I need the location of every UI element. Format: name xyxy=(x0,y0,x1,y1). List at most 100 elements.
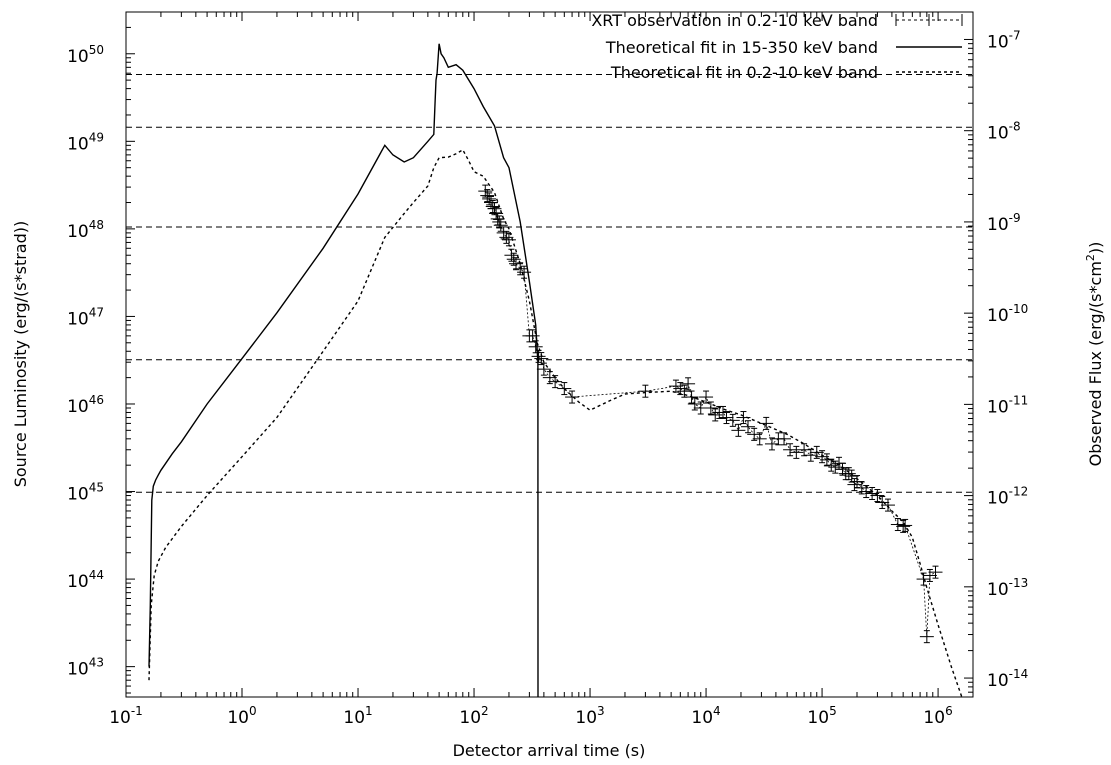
xrt-data-point xyxy=(919,630,934,644)
y-right-tick-label: 10-13 xyxy=(987,576,1028,600)
y-left-tick-label-mantissa: 10 xyxy=(67,309,89,329)
x-tick-label-exponent: 3 xyxy=(597,704,605,718)
xrt-data-point xyxy=(548,375,563,389)
x-tick-label: 103 xyxy=(575,704,604,728)
y-left-tick-label: 1044 xyxy=(67,568,104,592)
y-right-tick-label-mantissa: 10 xyxy=(987,306,1009,326)
xrt-data-point xyxy=(708,408,723,422)
xrt-data-point xyxy=(844,469,859,483)
y-left-tick-label-mantissa: 10 xyxy=(67,572,89,592)
xrt-data-point xyxy=(501,233,516,247)
xrt-data-point xyxy=(870,489,885,503)
y-right-axis-title-base: Observed Flux (erg/(s*cm xyxy=(1086,261,1105,466)
xrt-data-point xyxy=(880,498,895,512)
x-tick-label-exponent: 1 xyxy=(365,704,373,718)
x-tick-label: 10-1 xyxy=(109,704,143,728)
y-left-tick-label-exponent: 44 xyxy=(89,568,104,582)
y-left-tick-label-exponent: 50 xyxy=(89,43,104,57)
xrt-data-point xyxy=(835,462,850,476)
xrt-data-point xyxy=(928,565,943,579)
xrt-data-point xyxy=(719,411,734,425)
legend-label-2: Theoretical fit in 0.2-10 keV band xyxy=(610,63,878,82)
y-left-axis-title: Source Luminosity (erg/(s*strad)) xyxy=(11,221,30,488)
y-left-tick-label-mantissa: 10 xyxy=(67,660,89,680)
y-left-tick-label-exponent: 43 xyxy=(89,656,104,670)
x-tick-label-mantissa: 10 xyxy=(575,708,597,728)
xrt-data-point xyxy=(764,437,779,451)
y-left-tick-label: 1046 xyxy=(67,393,104,417)
y-left-tick-label: 1045 xyxy=(67,481,104,505)
x-tick-label: 106 xyxy=(923,704,952,728)
fit-15-350-kev-line xyxy=(148,43,539,698)
xrt-data-point xyxy=(916,572,931,586)
xrt-data-point xyxy=(759,416,774,430)
y-left-tick-label-exponent: 45 xyxy=(89,481,104,495)
x-tick-label-exponent: -1 xyxy=(131,704,143,718)
y-right-tick-label-mantissa: 10 xyxy=(987,124,1009,144)
y-right-tick-label: 10-14 xyxy=(987,667,1028,691)
xrt-data-point xyxy=(783,443,798,457)
fit-0.2-10-kev-line xyxy=(148,148,963,698)
y-right-axis-title-sup: 2 xyxy=(1084,254,1097,261)
y-right-tick-label-exponent: -14 xyxy=(1009,667,1029,681)
y-left-tick-label-mantissa: 10 xyxy=(67,134,89,154)
y-right-tick-label-exponent: -9 xyxy=(1009,211,1021,225)
xrt-data-point xyxy=(898,518,913,532)
y-right-tick-label-mantissa: 10 xyxy=(987,32,1009,52)
xrt-data-point xyxy=(534,352,549,366)
xrt-data-point xyxy=(865,486,880,500)
y-right-tick-label: 10-10 xyxy=(987,302,1028,326)
xrt-data-point xyxy=(797,443,812,457)
y-right-axis-title: Observed Flux (erg/(s*cm2)) xyxy=(1084,242,1105,467)
xrt-data-point xyxy=(517,265,532,279)
y-right-axis-title-end: )) xyxy=(1086,242,1105,254)
x-tick-label-mantissa: 10 xyxy=(691,708,713,728)
xrt-data-point xyxy=(716,405,731,419)
y-left-tick-label-exponent: 46 xyxy=(89,393,104,407)
x-tick-label-mantissa: 10 xyxy=(923,708,945,728)
y-right-tick-label-mantissa: 10 xyxy=(987,489,1009,509)
xrt-data-point xyxy=(492,215,507,229)
xrt-data-point xyxy=(489,206,504,220)
errorbar-layer xyxy=(478,184,943,644)
x-tick-label: 104 xyxy=(691,704,720,728)
y-right-tick-label-exponent: -13 xyxy=(1009,576,1029,590)
reference-lines xyxy=(126,73,973,493)
y-right-tick-label: 10-7 xyxy=(987,28,1021,52)
y-left-tick-label: 1047 xyxy=(67,305,104,329)
y-right-tick-label: 10-12 xyxy=(987,485,1028,509)
y-left-tick-label-mantissa: 10 xyxy=(67,397,89,417)
x-tick-label-exponent: 2 xyxy=(481,704,489,718)
x-tick-label-exponent: 5 xyxy=(829,704,837,718)
y-right-tick-label: 10-8 xyxy=(987,120,1021,144)
legend-label-1: Theoretical fit in 15-350 keV band xyxy=(605,38,878,57)
y-left-tick-label-mantissa: 10 xyxy=(67,47,89,67)
xrt-data-point xyxy=(536,362,551,376)
tick-marks xyxy=(125,11,974,697)
xrt-data-point xyxy=(668,379,683,393)
y-right-tick-label-mantissa: 10 xyxy=(987,580,1009,600)
xrt-data-point xyxy=(687,397,702,411)
y-left-tick-label: 1043 xyxy=(67,656,104,680)
y-left-tick-label-exponent: 49 xyxy=(89,130,104,144)
xrt-data-point xyxy=(752,432,767,446)
x-tick-label: 102 xyxy=(459,704,488,728)
y-right-tick-label-exponent: -7 xyxy=(1009,28,1021,42)
y-right-tick-label-mantissa: 10 xyxy=(987,397,1009,417)
xrt-data-point xyxy=(565,390,580,404)
x-tick-label: 105 xyxy=(807,704,836,728)
plot-frame xyxy=(125,11,974,698)
xrt-data-point xyxy=(725,413,740,427)
x-tick-label-mantissa: 10 xyxy=(109,708,131,728)
xrt-data-point xyxy=(557,382,572,396)
xrt-data-point xyxy=(673,382,688,396)
y-right-tick-label-exponent: -10 xyxy=(1009,302,1029,316)
x-axis-title: Detector arrival time (s) xyxy=(453,741,646,760)
y-left-tick-label-mantissa: 10 xyxy=(67,222,89,242)
x-tick-label-mantissa: 10 xyxy=(227,708,249,728)
x-tick-label-mantissa: 10 xyxy=(459,708,481,728)
xrt-data-point xyxy=(703,401,718,415)
